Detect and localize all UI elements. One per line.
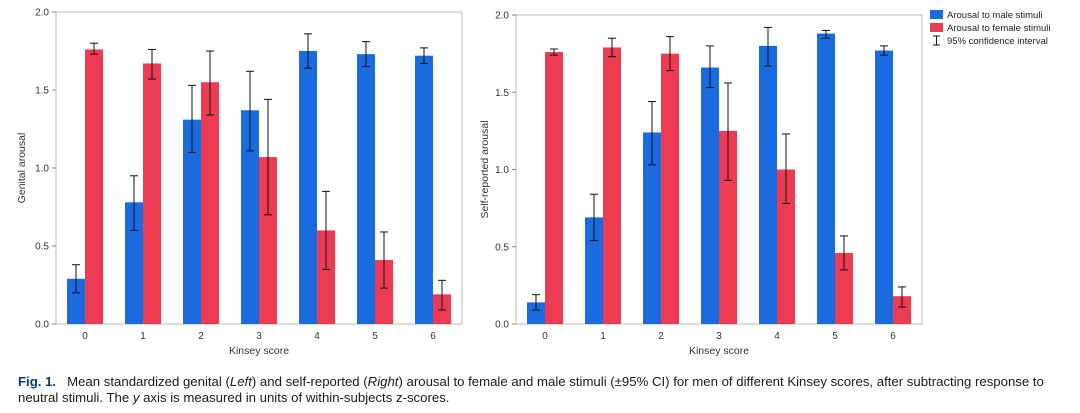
x-tick-label: 5 (372, 331, 378, 342)
x-tick-label: 3 (716, 331, 722, 342)
y-tick-label: 1.0 (35, 164, 49, 175)
caption-left: Left (229, 374, 252, 389)
caption-text-3: ) arousal to female and male stimuli (±9… (18, 374, 1044, 405)
bar-male (759, 45, 777, 325)
x-tick-label: 0 (82, 331, 88, 342)
x-axis-label: Kinsey score (229, 345, 289, 357)
figure: 0.0 0.5 1.0 1.5 2.0 Genital arousal 0 1 2 3 4 5 6 Kin… (16, 8, 1050, 358)
x-tick-label: 0 (542, 331, 548, 342)
bar-male (701, 67, 719, 324)
legend-swatch-male (930, 10, 943, 19)
legend: Arousal to male stimuli Arousal to female… (930, 10, 1050, 47)
x-tick-label: 4 (314, 331, 320, 342)
bar-female (893, 296, 911, 324)
bar-male (527, 302, 545, 324)
bar-male (643, 132, 661, 324)
x-tick-label: 5 (832, 331, 838, 342)
y-tick-label: 0.5 (35, 242, 49, 253)
bar-female (661, 53, 679, 324)
bar-male (357, 54, 375, 325)
y-tick-label: 0.0 (495, 320, 509, 331)
x-tick-label: 1 (140, 331, 146, 342)
right-chart: 0.0 0.5 1.0 1.5 2.0 Self-reported arousal 0 1 2 3… (479, 11, 923, 357)
bar-male (817, 33, 835, 324)
legend-swatch-female (930, 23, 943, 32)
bar-female (545, 52, 563, 325)
bar-female (85, 49, 103, 324)
x-tick-label: 2 (658, 331, 664, 342)
y-tick-label: 1.0 (495, 165, 509, 176)
bar-female (143, 63, 161, 324)
bar-female (777, 169, 795, 324)
caption-text-2: ) and self-reported ( (251, 374, 368, 389)
bar-female (317, 230, 335, 324)
x-tick-label: 6 (890, 331, 896, 342)
y-tick-label: 0.5 (495, 242, 509, 253)
y-axis-label: Self-reported arousal (479, 120, 491, 218)
bar-female (375, 260, 393, 324)
x-tick-label: 1 (600, 331, 606, 342)
bar-male (67, 278, 85, 324)
bar-female (719, 130, 737, 324)
y-tick-label: 1.5 (35, 86, 49, 97)
bar-male (415, 55, 433, 325)
y-tick-label: 2.0 (495, 11, 509, 22)
y-tick-label: 2.0 (35, 8, 49, 19)
caption-text-4: axis is measured in units of within-subj… (139, 390, 450, 405)
bar-male (299, 51, 317, 324)
y-tick-label: 0.0 (35, 320, 49, 331)
caption-y: y (132, 390, 140, 405)
bar-male (875, 50, 893, 324)
caption-right: Right (367, 374, 399, 389)
bar-female (603, 47, 621, 324)
left-chart: 0.0 0.5 1.0 1.5 2.0 Genital arousal 0 1 2 3 4 5 6 Kin… (16, 8, 463, 357)
x-tick-label: 2 (198, 331, 204, 342)
x-tick-label: 3 (256, 331, 262, 342)
legend-label: Arousal to female stimuli (947, 23, 1050, 34)
x-tick-label: 6 (430, 331, 436, 342)
legend-label: Arousal to male stimuli (947, 10, 1043, 21)
y-axis-label: Genital arousal (16, 133, 28, 204)
bar-female (835, 252, 853, 324)
y-tick-label: 1.5 (495, 88, 509, 99)
caption-label: Fig. 1. (18, 374, 57, 389)
bar-male (183, 119, 201, 324)
bar-male (585, 217, 603, 324)
x-axis-label: Kinsey score (689, 345, 749, 357)
x-tick-label: 4 (774, 331, 780, 342)
legend-label: 95% confidence interval (947, 36, 1048, 47)
figure-caption: Fig. 1. Mean standardized genital (Left)… (18, 374, 1068, 406)
bar-female (201, 82, 219, 324)
bar-male (125, 202, 143, 324)
bar-male (241, 110, 259, 324)
bar-female (259, 157, 277, 324)
caption-text-1: Mean standardized genital ( (67, 374, 230, 389)
